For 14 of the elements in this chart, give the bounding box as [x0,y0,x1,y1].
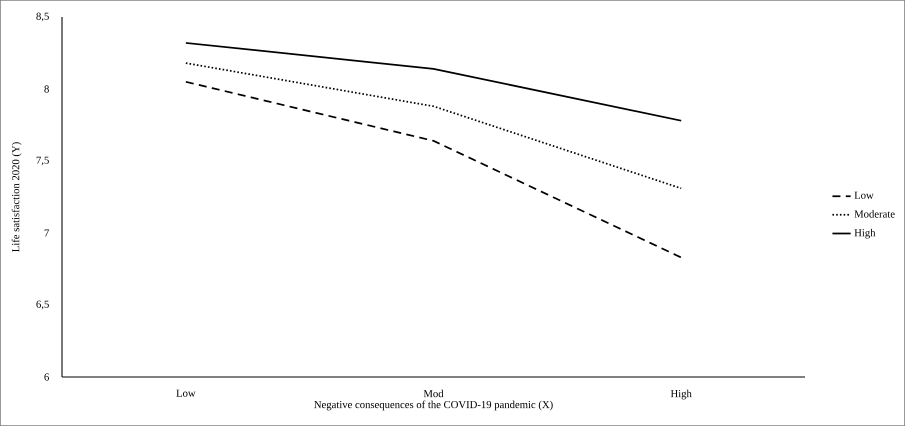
y-tick-label: 7,5 [36,156,49,166]
y-tick-label: 7 [44,230,49,236]
y-axis-title: Life satisfaction 2020 (Y) [12,142,22,252]
y-tick-label: 8 [44,85,49,93]
x-tick-label: Low [176,390,196,397]
y-tick-label: 6,5 [36,300,49,310]
y-tick-label: 8,5 [36,12,49,22]
legend-label: Low [854,192,874,199]
x-axis-title: Negative consequences of the COVID-19 pandemic (X) [314,400,553,410]
y-tick-label: 6 [44,373,49,381]
x-tick-label: High [670,390,692,400]
legend-label: High [854,228,876,239]
x-tick-label: Mod [424,390,444,398]
legend-label: Moderate [854,210,895,218]
